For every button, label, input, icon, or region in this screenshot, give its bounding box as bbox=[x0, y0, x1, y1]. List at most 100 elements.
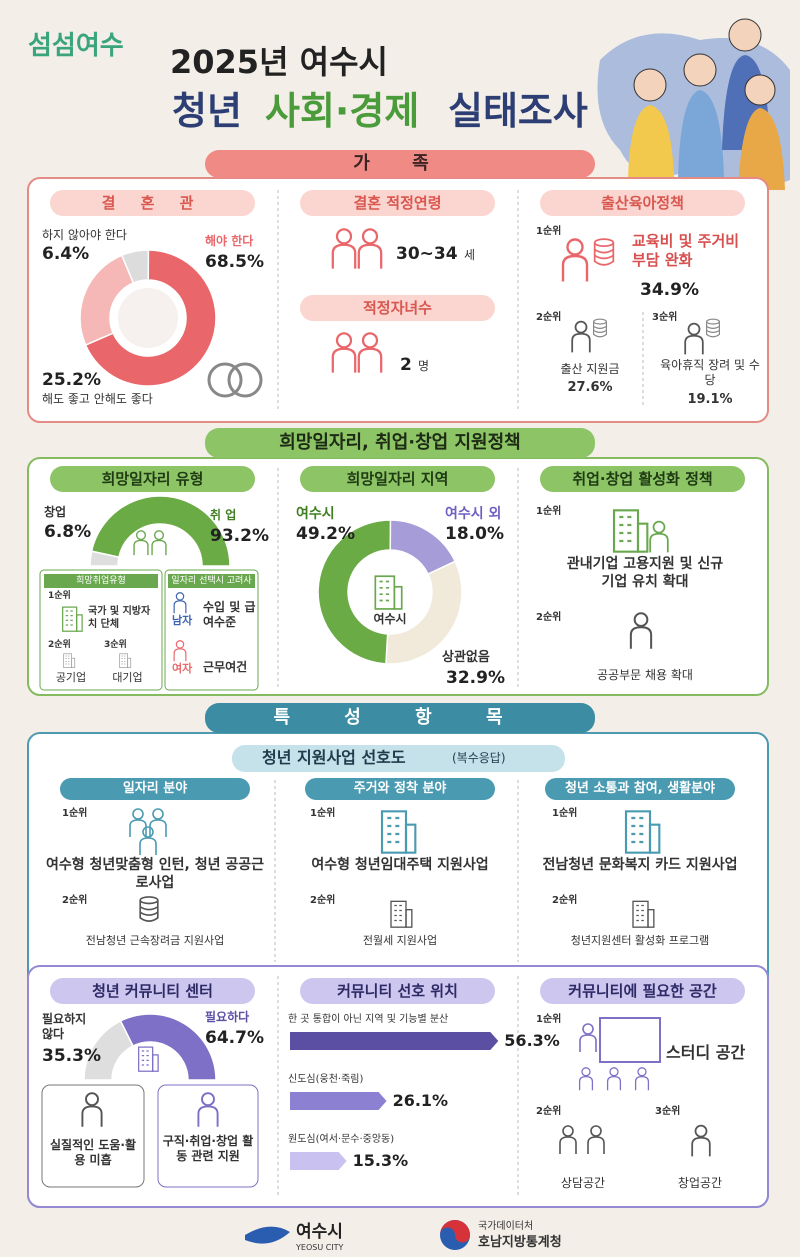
rank-label: 1순위 bbox=[552, 808, 578, 819]
sub-box bbox=[41, 1084, 145, 1188]
text-label: 창업공간 bbox=[677, 1176, 723, 1190]
value-label: 6.4% bbox=[42, 244, 90, 264]
dividers bbox=[274, 190, 644, 1198]
icons bbox=[62, 228, 721, 1250]
rank-label: 1순위 bbox=[48, 591, 71, 601]
icon bbox=[118, 288, 178, 348]
text-label: 여자 bbox=[172, 662, 193, 675]
value-label: 35.3% bbox=[42, 1046, 101, 1066]
value-label: 68.5% bbox=[205, 252, 264, 272]
text-label: 취 업 bbox=[210, 508, 237, 522]
section-label: 청년 소통과 참여, 생활분야 bbox=[545, 778, 735, 800]
text-label: 해야 한다 bbox=[205, 234, 254, 248]
rank-label: 1순위 bbox=[536, 1014, 562, 1025]
text-label: 교육비 및 주거비 부담 완화 bbox=[632, 232, 740, 269]
text-label: 여수시 외 bbox=[445, 506, 502, 522]
text-label: 필요하다 bbox=[205, 1010, 250, 1024]
text-label: 필요하지 않다 bbox=[42, 1012, 87, 1041]
section-box bbox=[27, 457, 769, 696]
value-label: 93.2% bbox=[210, 526, 269, 546]
value-label: 26.1% bbox=[392, 1091, 449, 1110]
value-label: 49.2% bbox=[296, 524, 355, 544]
text-label: 청년 지원사업 선호도 bbox=[262, 748, 406, 767]
arc-segment bbox=[385, 560, 463, 665]
text-label: 원도심(여서·문수·중앙동) bbox=[288, 1134, 395, 1145]
text-label: 27.6% bbox=[567, 380, 613, 395]
text-label: YEOSU CITY bbox=[296, 1243, 344, 1252]
text-label: 전남청년 근속장려금 지원사업 bbox=[85, 934, 225, 947]
value-label: 30~34 bbox=[396, 244, 458, 264]
text-label: 명 bbox=[418, 359, 430, 373]
text-label: 대기업 bbox=[112, 671, 143, 684]
section-label: 적정자녀수 bbox=[300, 295, 495, 321]
value-label: 18.0% bbox=[445, 524, 504, 544]
arc-segment bbox=[90, 495, 231, 567]
arc-segment bbox=[317, 519, 392, 665]
rank-label: 2순위 bbox=[310, 895, 336, 906]
text-label: 남자 bbox=[172, 614, 193, 627]
value-label: 2 bbox=[400, 355, 412, 375]
text-label: 구직·취업·창업 활동 관련 지원 bbox=[162, 1134, 254, 1163]
rank-label: 2순위 bbox=[552, 895, 578, 906]
text-label: 여수시 bbox=[373, 612, 407, 626]
tag-label: 희망취업유형 bbox=[44, 574, 158, 588]
rank-label: 2순위 bbox=[536, 1106, 562, 1117]
section-label: 커뮤니티 선호 위치 bbox=[300, 978, 495, 1004]
text-label: 공기업 bbox=[55, 671, 87, 684]
text-label: 창업 bbox=[44, 505, 67, 519]
section-label: 주거와 정착 분야 bbox=[305, 778, 495, 800]
text-label: 섬섬여수 bbox=[28, 31, 124, 61]
section-label: 희망일자리 지역 bbox=[300, 466, 495, 492]
text-label: 실질적인 도움·활용 미흡 bbox=[49, 1138, 137, 1167]
value-label: 64.7% bbox=[205, 1028, 264, 1048]
text-label: 육아휴직 장려 및 수당 bbox=[660, 358, 760, 387]
sub-box bbox=[164, 569, 259, 691]
sub-box bbox=[157, 1084, 259, 1188]
rank-label: 2순위 bbox=[536, 312, 562, 323]
rank-label: 2순위 bbox=[536, 612, 562, 623]
value-label: 15.3% bbox=[352, 1151, 409, 1170]
illustration bbox=[597, 18, 790, 190]
rank-label: 2순위 bbox=[48, 640, 71, 650]
text-label: 세 bbox=[464, 248, 476, 262]
arc-segment bbox=[84, 249, 217, 387]
section-label: 일자리 분야 bbox=[60, 778, 250, 800]
text-label: 청년지원센터 활성화 프로그램 bbox=[570, 934, 710, 947]
rank-label: 1순위 bbox=[62, 808, 88, 819]
text-label: 근무여건 bbox=[203, 660, 248, 674]
section-label: 커뮤니티에 필요한 공간 bbox=[540, 978, 745, 1004]
tag-label: 일자리 선택시 고려사항 bbox=[168, 574, 255, 600]
text-label: 전남청년 문화복지 카드 지원사업 bbox=[542, 857, 738, 873]
text-label: 한 곳 통합이 아닌 지역 및 기능별 분산 bbox=[288, 1014, 449, 1025]
value-label: 25.2% bbox=[42, 370, 101, 390]
text-label: 실태조사 bbox=[448, 89, 588, 133]
text-label: 하지 않아야 한다 bbox=[42, 228, 127, 242]
text-label: 관내기업 고용지원 및 신규기업 유치 확대 bbox=[566, 556, 724, 590]
arc-segment bbox=[119, 1013, 217, 1081]
text-label: 신도심(웅천·죽림) bbox=[288, 1074, 364, 1085]
text-label: 공공부문 채용 확대 bbox=[597, 668, 693, 682]
section-label: 출산육아정책 bbox=[540, 190, 745, 216]
section-label: 특 성 항 목 bbox=[205, 703, 595, 733]
rank-label: 3순위 bbox=[104, 640, 127, 650]
text-label: 상관없음 bbox=[442, 650, 490, 665]
value-label: 56.3% bbox=[504, 1031, 560, 1050]
text-label: 여수시 bbox=[296, 506, 335, 522]
rank-label: 1순위 bbox=[310, 808, 336, 819]
value-label: 6.8% bbox=[44, 522, 92, 542]
text-label: 19.1% bbox=[687, 392, 733, 407]
rank-label: 1순위 bbox=[536, 506, 562, 517]
text-label: 청년 bbox=[172, 89, 242, 133]
rank-label: 3순위 bbox=[652, 312, 678, 323]
text-label: 전월세 지원사업 bbox=[362, 934, 438, 947]
text-label: 여수시 bbox=[296, 1222, 343, 1242]
text-label: 여수형 청년맞춤형 인턴, 청년 공공근로사업 bbox=[45, 857, 264, 891]
bar bbox=[290, 1152, 347, 1170]
text-label: 국가 및 지방자치 단체 bbox=[88, 606, 151, 630]
rank-label: 3순위 bbox=[655, 1106, 681, 1117]
section-label: 희망일자리 유형 bbox=[50, 466, 255, 492]
value-label: 32.9% bbox=[446, 668, 505, 688]
text-label: 여수형 청년임대주택 지원사업 bbox=[311, 857, 489, 873]
